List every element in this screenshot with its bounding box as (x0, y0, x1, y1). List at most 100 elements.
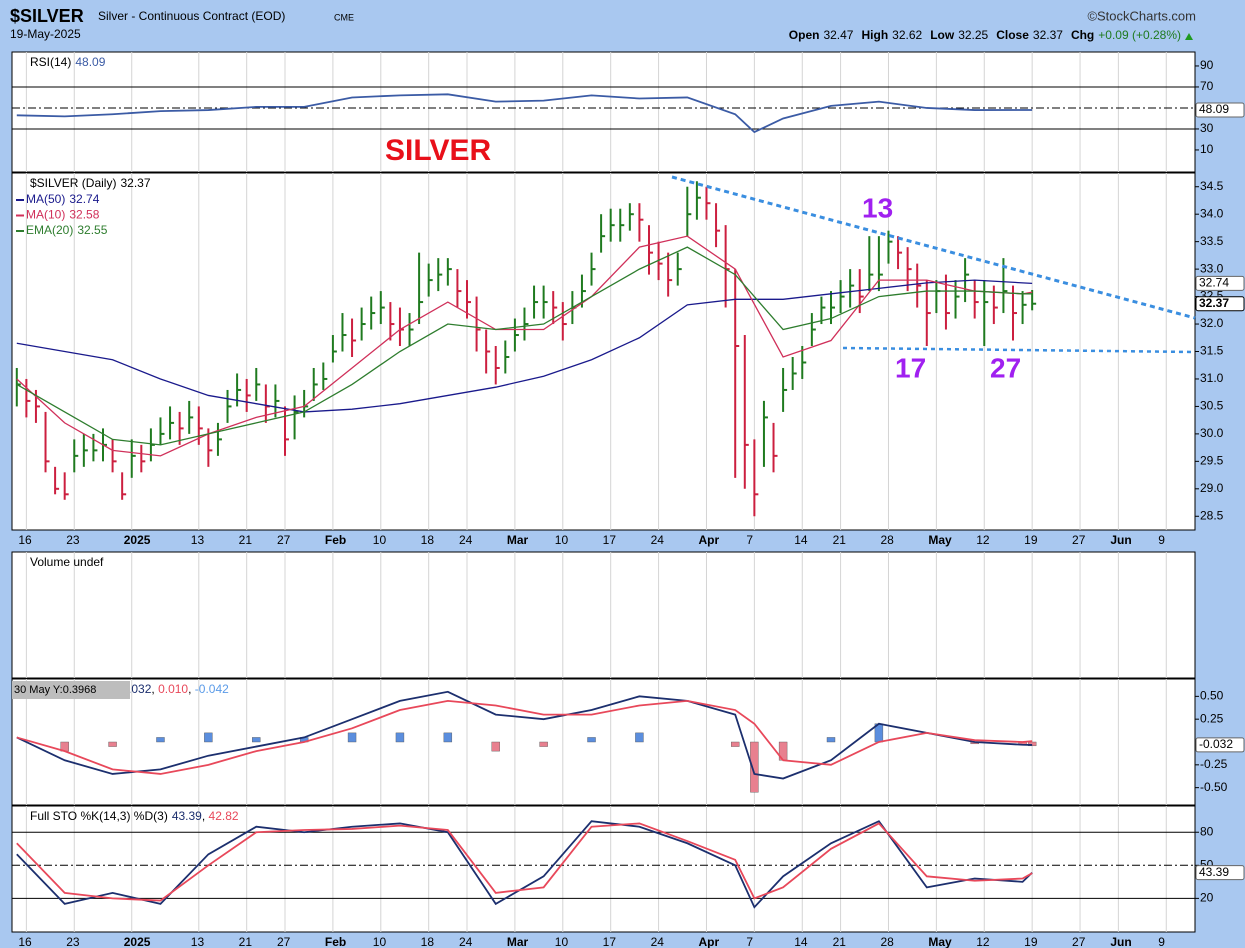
x-tick-label: 14 (794, 935, 808, 948)
quote-label: Chg (1071, 28, 1094, 42)
legend-name: Full STO %K(14,3) %D(3) (30, 809, 168, 823)
histogram-bar (252, 737, 261, 743)
quote-label: Low (930, 28, 955, 42)
legend: EMA(20) 32.55 (26, 223, 108, 237)
series-line (16, 246, 1033, 446)
y-tick-label: 30.0 (1200, 426, 1224, 440)
x-tick-label: Apr (698, 533, 719, 547)
quote-value: 32.62 (892, 28, 922, 42)
x-tick-label: 2025 (124, 533, 151, 547)
x-tick-label: 13 (191, 935, 205, 948)
y-tick-label: 30 (1200, 121, 1214, 135)
x-tick-label: Mar (507, 533, 529, 547)
panel (11, 51, 1196, 173)
description: Silver - Continuous Contract (EOD) (98, 9, 285, 23)
legend-value: 48.09 (75, 55, 105, 69)
source: ©StockCharts.com (1087, 8, 1196, 23)
y-tick-label: -0.25 (1200, 757, 1228, 771)
histogram-bar (731, 741, 740, 747)
value-badge (1195, 102, 1245, 118)
histogram-bar (635, 732, 644, 743)
series-line (16, 700, 1033, 775)
x-tick-label: May (928, 533, 952, 547)
x-tick-label: 19 (1024, 935, 1038, 948)
panel (11, 172, 1196, 531)
x-tick-label: 18 (421, 935, 435, 948)
quote-label: Close (996, 28, 1029, 42)
value-badge (1195, 865, 1245, 881)
legend-separator: , (202, 809, 209, 823)
histogram-bar (1027, 741, 1037, 747)
x-tick-label: 21 (239, 935, 253, 948)
y-tick-label: 28.5 (1200, 508, 1224, 522)
x-tick-label: 13 (191, 533, 205, 547)
x-tick-label: 10 (555, 935, 569, 948)
x-tick-label: 27 (277, 935, 291, 948)
legend: MA(10) 32.58 (26, 208, 100, 222)
value-badge-label: 43.39 (1199, 865, 1229, 879)
legend-value: 42.82 (209, 809, 239, 823)
quote-value: 32.37 (1033, 28, 1063, 42)
x-tick-label: Apr (698, 935, 719, 948)
x-tick-label: 21 (239, 533, 253, 547)
value-badge (1195, 296, 1245, 312)
histogram-bar (539, 741, 548, 747)
x-tick-label: 16 (18, 935, 32, 948)
x-tick-label: 18 (421, 533, 435, 547)
y-tick-label: 34.5 (1200, 179, 1224, 193)
quote-label: High (861, 28, 888, 42)
value-badge-label: 32.37 (1199, 296, 1229, 310)
exchange: CME (334, 12, 354, 22)
y-tick-label: 0.50 (1200, 689, 1224, 703)
x-tick-label: 7 (746, 533, 753, 547)
panel (11, 805, 1196, 933)
x-tick-label: Feb (325, 935, 346, 948)
value-badge-label: -0.032 (1199, 737, 1233, 751)
x-tick-label: 2025 (124, 935, 151, 948)
x-tick-label: 27 (1072, 533, 1086, 547)
x-tick-label: 23 (66, 935, 80, 948)
histogram-bar (204, 732, 213, 743)
x-tick-label: 12 (976, 935, 990, 948)
quote-change: +0.09 (+0.28%) (1098, 28, 1181, 42)
x-tick-label: 10 (373, 533, 387, 547)
y-tick-label: 10 (1200, 142, 1214, 156)
tooltip: 30 May Y:0.3968 (14, 684, 96, 696)
legend-separator: , (151, 682, 158, 696)
resistance-line (671, 175, 1196, 320)
legend-value: 43.39 (172, 809, 202, 823)
x-tick-label: 9 (1158, 935, 1165, 948)
x-tick-label: 24 (459, 935, 473, 948)
plots: 10 30 70 90 RSI(14) 48.09 48.09 28.5 29.0 29.5 30.… (11, 51, 1245, 948)
x-tick-label: Mar (507, 935, 529, 948)
x-tick-label: 27 (277, 533, 291, 547)
y-tick-label: 0.25 (1200, 711, 1224, 725)
legend: Volume undef (30, 555, 104, 569)
annotation: 17 (895, 352, 926, 383)
histogram-bar (491, 741, 500, 752)
y-tick-label: -0.50 (1200, 780, 1228, 794)
legend-name: RSI(14) (30, 55, 71, 69)
symbol: $SILVER (10, 6, 84, 26)
x-tick-label: 24 (459, 533, 473, 547)
x-tick-label: 19 (1024, 533, 1038, 547)
legend-name: Volume undef (30, 555, 104, 569)
x-tick-label: 9 (1158, 533, 1165, 547)
histogram-bar (587, 737, 596, 743)
legend-value: 32.74 (69, 192, 99, 206)
series-line (16, 93, 1033, 134)
x-tick-label: 17 (603, 533, 617, 547)
quote: Open 32.47 High 32.62 Low 32.25 Close 32.37 Chg +… (789, 28, 1181, 42)
histogram-bar (108, 741, 117, 747)
legend: MA(50) 32.74 (26, 192, 100, 206)
value-badge-label: 48.09 (1199, 102, 1229, 116)
y-tick-label: 32.0 (1200, 316, 1224, 330)
y-tick-label: 80 (1200, 824, 1214, 838)
annotation: 13 (862, 192, 893, 223)
legend: RSI(14) 48.09 (30, 55, 106, 69)
x-tick-label: 16 (18, 533, 32, 547)
y-tick-label: 90 (1200, 58, 1214, 72)
x-tick-label: 17 (603, 935, 617, 948)
